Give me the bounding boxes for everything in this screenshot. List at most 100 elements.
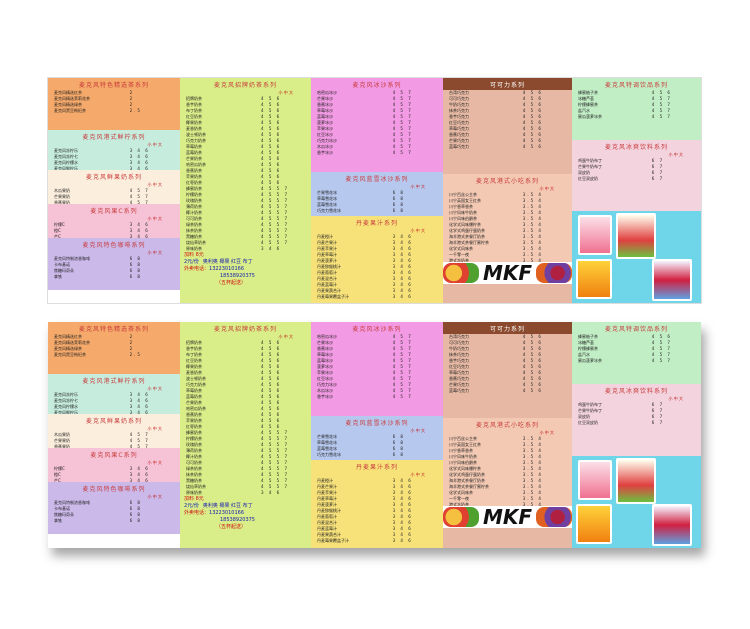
item-prices: 3 4 6 [392,502,413,507]
size-labels: 小 中 大 [147,250,162,255]
item-prices: 4 5 5 7 [261,234,289,239]
item-prices: 2 [129,96,135,101]
menu-item: 芒果牛奶布丁 6 7 [572,408,701,414]
item-prices: 4 5 6 [261,364,282,369]
menu-item: 川宁香草香茶 3.5 4 [443,204,572,210]
menu-item: 冰糖芦荟 4 5 7 [572,96,701,102]
menu-item: 丹麦芒果汁 3 4 6 [311,240,443,246]
item-name: 丹麦菠萝汁 [317,502,337,507]
menu-item: 草莓巧克力 4 5 6 [443,370,572,376]
drink-photos [572,211,701,303]
item-name: 盐汽水 [578,108,590,113]
brand-banner: MKF [443,261,572,285]
menu-item: 丹麦葡萄汁 3 4 6 [311,270,443,276]
item-prices: 4 5 5 7 [261,442,289,447]
item-name: 香芋冰沙 [317,150,333,155]
item-prices: 4 5 7 [392,138,413,143]
item-name: 蓝莓巧克力 [449,388,469,393]
item-name: 可可巧克力 [449,96,469,101]
item-prices: 4 5 7 [651,108,672,113]
item-prices: 3.5 4 [522,246,543,251]
item-prices: 3 4 6 [129,148,150,153]
item-name: 丹麦橙汁 [317,478,333,483]
item-prices: 6 8 [129,500,142,505]
item-name: 丹麦草莓汁 [317,252,337,257]
item-name: 巧克力雪花冰 [317,452,341,457]
item-name: 巧克力奶茶 [186,138,206,143]
item-name: 冰糖芦荟 [578,340,594,345]
menu-item: 焦糖玛奇朵 6 8 [48,512,180,518]
menu-item: 草莓巧克力 4 5 6 [443,126,572,132]
item-name: 芒果巧克力 [449,138,469,143]
item-name: 拿铁 [54,518,62,523]
menu-column-3: 麦克风冰沙系列 哈密瓜冰沙 4 5 7 芒果冰沙 4 5 7 香蕉冰沙 4 5 7 草莓冰沙 4… [311,322,443,548]
item-prices: 3 4 6 [392,252,413,257]
item-name: 芒C [54,478,61,482]
drink-photo-icon [578,460,612,500]
menu-panel-top: 麦克风特色精选茶系列 麦克风精选红茶 2 麦克风精选茉莉花茶 2 麦克风精选绿茶 2 麦克风黑… [48,78,701,303]
item-prices: 3.5 4 [522,210,543,215]
item-name: 芒果果奶 [54,438,70,443]
item-prices: 6 7 [651,414,665,419]
item-name: 海羊港式茶餐厅蜜柠茶 [449,240,489,245]
menu-item: 抹茶巧克力 4 5 6 [443,108,572,114]
item-prices: 3 4 6 [129,472,150,477]
item-prices: 6 8 [129,256,142,261]
item-name: 黑糖奶茶 [186,478,202,483]
item-prices: 4 5 5 7 [261,484,289,489]
item-prices: 3 4 6 [129,154,150,159]
item-name: 薄荷奶茶 [186,204,202,209]
menu-item: 港式冻奶茶 3.5 4 [443,258,572,262]
menu-item: 菠萝冰沙 4 5 7 [311,364,443,370]
size-labels: 小 中 大 [147,182,162,187]
menu-item: 抹茶奶茶 4 5 5 7 [180,472,311,478]
menu-item: 波士顿奶茶 4 5 6 [180,376,311,382]
item-prices: 3 4 6 [392,264,413,269]
item-prices: 4 5 6 [261,180,282,185]
item-prices: 4 5 5 7 [261,198,289,203]
item-name: 丹麦莓果覆盆子汁 [317,538,349,543]
menu-item: 红豆双皮奶 6 7 [572,176,701,182]
item-prices: 3 4 6 [129,404,150,409]
item-prices: 3 4 6 [392,538,413,543]
menu-section: 麦克风港式鲜柠系列小 中 大麦克风冻柠乐 3 4 6 麦克风冻柠七 3 4 6 麦克风柠… [48,374,180,414]
section-title: 丹麦果汁系列 [355,464,398,471]
item-name: 蓝莓雪花冰 [317,446,337,451]
item-prices: 4 5 6 [522,108,543,113]
item-name: 芒C [54,234,61,238]
item-name: 麦克风柠檬水 [54,160,78,165]
item-prices: 3 4 6 [392,496,413,501]
size-labels: 小 中 大 [147,426,162,431]
phone-number-2: 18538920375 [220,273,255,279]
menu-item: 蓝莓奶茶 4 5 6 [180,150,311,156]
menu-item: 蓝莓巧克力 4 5 6 [443,388,572,394]
menu-item: 苹果奶茶 4 5 6 [180,174,311,180]
menu-item: 黑糖奶茶 4 5 5 7 [180,234,311,240]
menu-item: 椰汁奶茶 4 5 5 7 [180,454,311,460]
menu-item: 布丁奶茶 4 5 6 [180,108,311,114]
item-name: 招牌奶茶 [186,96,202,101]
menu-item: 巧克力奶茶 4 5 6 [180,382,311,388]
item-name: 招牌奶茶 [186,340,202,345]
item-name: 苹果奶茶 [186,418,202,423]
menu-item: 拿铁 6 8 [48,274,180,280]
menu-column-1: 麦克风特色精选茶系列 麦克风精选红茶 2 麦克风精选茉莉花茶 2 麦克风精选绿茶 2 麦克风黑… [48,322,180,548]
item-prices: 4 5 7 [392,364,413,369]
item-name: 丹麦果蔬合汁 [317,532,341,537]
item-prices: 4 5 6 [261,120,282,125]
item-name: 玫瑰奶茶 [186,198,202,203]
item-name: 苹果冰沙 [317,370,333,375]
item-name: 丹麦葡萄汁 [317,270,337,275]
item-name: 卡布基诺 [54,506,70,511]
brand-logo: MKF [482,261,533,285]
item-prices: 6 8 [392,202,405,207]
item-name: 台湾巧克力 [449,334,469,339]
section-title: 可可力系列 [443,78,572,90]
item-name: 麦克风特制浓香咖啡 [54,500,90,505]
phone-number-1: 13223010166 [209,510,245,516]
ingredients-unit: 2元/份 [184,503,199,509]
item-name: 抹茶巧克力 [449,108,469,113]
item-prices: 4 5 5 7 [261,472,289,477]
item-name: 芒果雪花冰 [317,434,337,439]
item-name: 川宁香草香茶 [449,448,473,453]
